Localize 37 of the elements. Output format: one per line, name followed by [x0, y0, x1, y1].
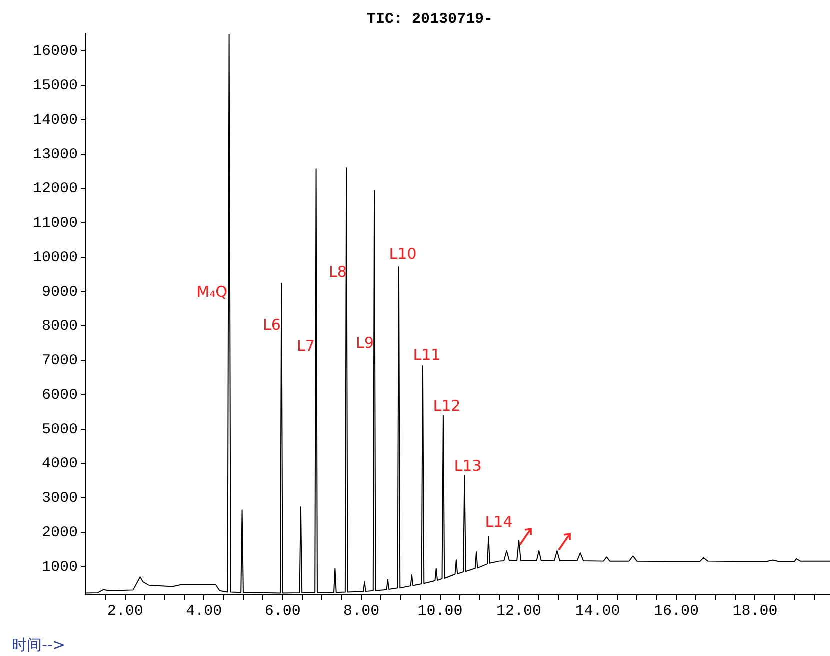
- annotation: L12: [433, 396, 461, 415]
- annotation: L10: [389, 244, 417, 263]
- x-tick-label: 12.00: [496, 602, 542, 620]
- annotation: L8: [329, 262, 347, 281]
- y-tick-label: 7000: [42, 352, 78, 370]
- x-tick-label: 4.00: [186, 602, 222, 620]
- y-tick-label: 9000: [42, 284, 78, 301]
- annotation: L9: [356, 334, 374, 352]
- annotation: L14: [485, 512, 513, 531]
- y-tick-label: 4000: [42, 456, 78, 473]
- x-tick-label: 8.00: [344, 602, 380, 620]
- y-tick-label: 10000: [32, 249, 78, 266]
- y-tick-label: 2000: [42, 524, 78, 542]
- y-tick-label: 15000: [32, 78, 78, 95]
- x-axis-title: 时间-->: [12, 636, 66, 655]
- x-tick-label: 18.00: [732, 602, 778, 620]
- annotation: L7: [297, 336, 315, 355]
- y-tick-label: 8000: [42, 318, 78, 336]
- y-tick-label: 3000: [42, 490, 78, 508]
- annotation: M₄Q: [196, 282, 228, 301]
- annotation: L11: [413, 346, 441, 364]
- y-tick-label: 14000: [32, 112, 78, 129]
- y-tick-label: 5000: [42, 421, 78, 438]
- x-tick-label: 14.00: [575, 602, 620, 620]
- y-tick-label: 13000: [32, 146, 78, 164]
- chart-title: TIC: 20130719-: [366, 10, 494, 28]
- y-tick-label: 12000: [32, 180, 78, 198]
- x-tick-label: 10.00: [418, 602, 463, 620]
- y-tick-label: 1000: [42, 558, 78, 576]
- annotation: L13: [454, 456, 482, 475]
- x-tick-label: 16.00: [654, 602, 699, 620]
- y-tick-label: 16000: [32, 43, 78, 60]
- x-tick-label: 6.00: [264, 602, 301, 620]
- annotation: L6: [263, 316, 281, 334]
- x-tick-label: 2.00: [107, 602, 144, 620]
- y-tick-label: 11000: [32, 215, 78, 232]
- y-tick-label: 6000: [42, 386, 78, 404]
